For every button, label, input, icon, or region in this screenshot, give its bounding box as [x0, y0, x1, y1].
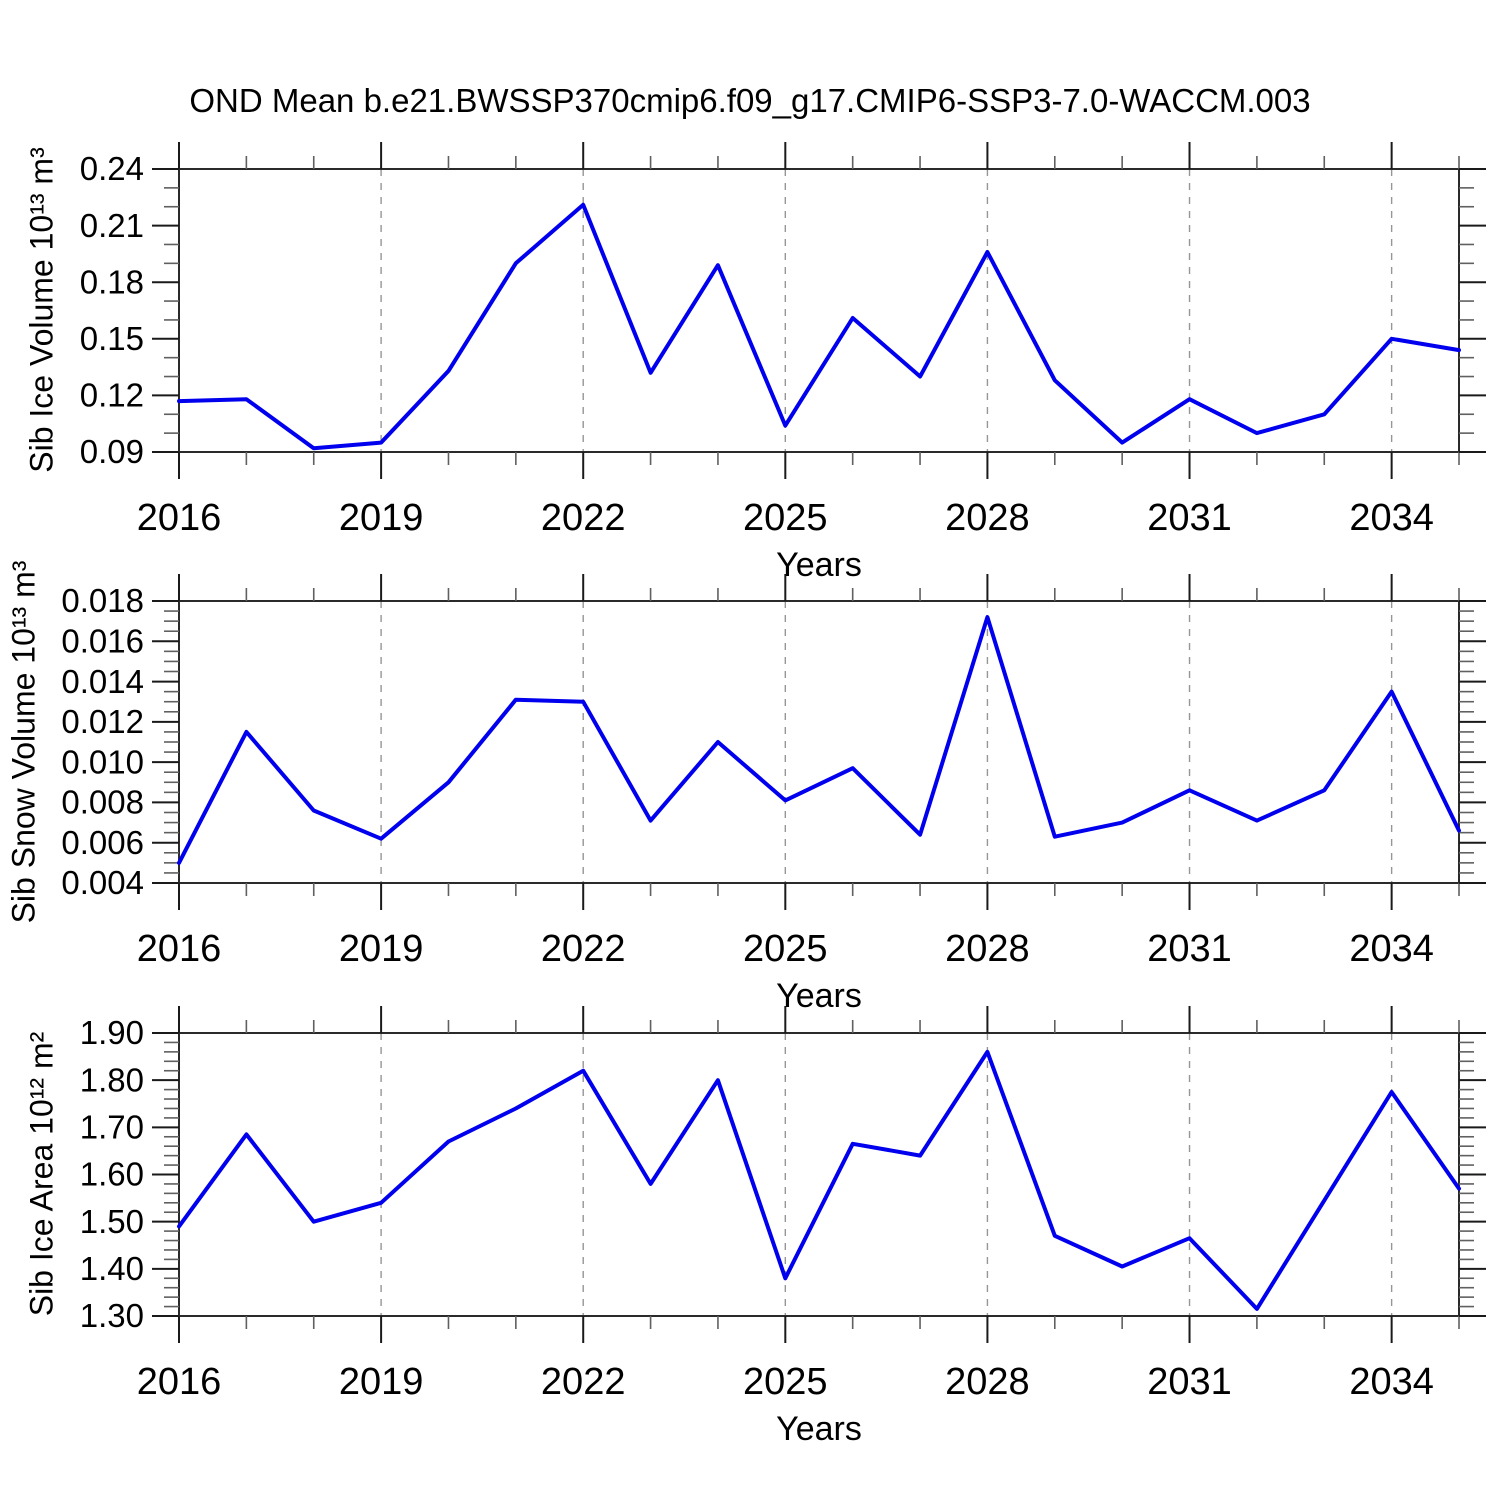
y-tick-label: 1.40 [80, 1250, 144, 1287]
y-axis-label-ice-volume: Sib Ice Volume 10¹³ m³ [23, 147, 60, 473]
y-tick-label: 1.70 [80, 1109, 144, 1146]
x-tick-label: 2025 [743, 497, 828, 539]
y-tick-label: 0.21 [80, 207, 144, 244]
y-tick-label: 0.006 [61, 824, 144, 861]
x-tick-label: 2034 [1349, 497, 1434, 539]
data-line [177, 1049, 1461, 1311]
x-tick-label: 2019 [339, 1361, 424, 1403]
y-tick-label: 0.15 [80, 320, 144, 357]
y-axis-label-snow-volume: Sib Snow Volume 10¹³ m³ [5, 560, 42, 924]
panel-frame [178, 168, 1460, 453]
x-tick-label: 2025 [743, 1361, 828, 1403]
y-tick-label: 1.60 [80, 1156, 144, 1193]
panel-frame [178, 600, 1460, 884]
x-tick-label: 2031 [1147, 1361, 1232, 1403]
x-tick-label: 2025 [743, 928, 828, 970]
x-axis-label-bottom: Years [776, 1410, 862, 1448]
y-tick-label: 0.012 [61, 703, 144, 740]
x-tick-label: 2016 [137, 497, 222, 539]
x-tick-label: 2028 [945, 928, 1030, 970]
y-tick-label: 0.09 [80, 433, 144, 470]
x-tick-label: 2019 [339, 497, 424, 539]
panel-sib-ice-volume: 0.09 0.12 0.15 0.18 0.21 0.24 2016 2019 2022 2025… [80, 142, 1486, 539]
y-tick-label: 0.004 [61, 864, 144, 901]
x-axis-label-middle: Years [776, 977, 862, 1015]
x-tick-label: 2028 [945, 1361, 1030, 1403]
y-tick-label: 0.014 [61, 663, 144, 700]
y-tick-label: 0.010 [61, 743, 144, 780]
y-tick-label: 0.018 [61, 582, 144, 619]
x-tick-label: 2031 [1147, 497, 1232, 539]
y-tick-label: 0.18 [80, 263, 144, 300]
y-tick-label: 1.90 [80, 1014, 144, 1051]
y-tick-label: 1.50 [80, 1203, 144, 1240]
x-tick-label: 2022 [541, 928, 626, 970]
panel-sib-ice-area: 1.30 1.40 1.50 1.60 1.70 1.80 1.90 2016 2019 2022… [80, 1006, 1486, 1403]
y-tick-label: 0.12 [80, 377, 144, 414]
panel-frame [178, 1032, 1460, 1317]
y-tick-label: 0.008 [61, 784, 144, 821]
x-tick-label: 2028 [945, 497, 1030, 539]
x-tick-label: 2022 [541, 497, 626, 539]
y-tick-label: 1.80 [80, 1061, 144, 1098]
x-axis-label-top: Years [776, 546, 862, 584]
x-tick-label: 2022 [541, 1361, 626, 1403]
x-tick-label: 2016 [137, 928, 222, 970]
x-tick-label: 2034 [1349, 928, 1434, 970]
y-tick-label: 0.016 [61, 623, 144, 660]
x-tick-label: 2031 [1147, 928, 1232, 970]
y-axis-label-ice-area: Sib Ice Area 10¹² m² [23, 1031, 60, 1317]
x-tick-label: 2019 [339, 928, 424, 970]
data-line [177, 615, 1461, 865]
page-title: OND Mean b.e21.BWSSP370cmip6.f09_g17.CMI… [189, 82, 1311, 119]
y-tick-label: 1.30 [80, 1297, 144, 1334]
y-tick-label: 0.24 [80, 150, 144, 187]
x-tick-label: 2034 [1349, 1361, 1434, 1403]
data-line [177, 202, 1461, 451]
x-tick-label: 2016 [137, 1361, 222, 1403]
